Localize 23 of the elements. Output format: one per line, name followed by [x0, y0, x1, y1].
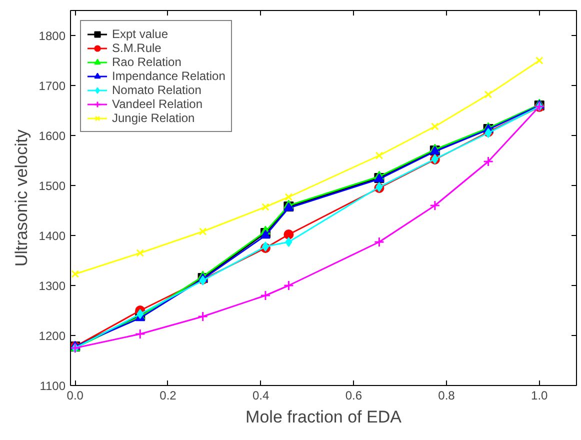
x-tick-label: 0.6: [345, 388, 362, 402]
y-tick-label: 1800: [38, 29, 66, 43]
x-tick-label: 0.8: [438, 388, 456, 402]
y-tick-label: 1400: [38, 229, 66, 243]
x-tick-label: 0.2: [160, 388, 177, 402]
legend-label: Rao Relation: [112, 55, 182, 69]
y-tick-label: 1300: [38, 279, 66, 293]
x-tick-label: 1.0: [531, 388, 548, 402]
y-tick-label: 1700: [38, 79, 66, 93]
legend-label: Jungie Relation: [112, 111, 195, 125]
y-axis-title: Ultrasonic velocity: [12, 129, 31, 266]
legend-label: Expt value: [112, 27, 168, 41]
legend-label: Nomato Relation: [112, 83, 202, 97]
legend-label: Impendance Relation: [112, 69, 226, 83]
legend-label: Vandeel Relation: [112, 97, 203, 111]
legend-label: S.M.Rule: [112, 41, 162, 55]
x-tick-label: 0.4: [252, 388, 270, 402]
x-tick-label: 0.0: [66, 388, 84, 402]
y-tick-label: 1200: [38, 329, 66, 343]
x-axis-title: Mole fraction of EDA: [246, 408, 402, 426]
y-tick-label: 1100: [40, 379, 66, 393]
y-tick-label: 1500: [38, 179, 66, 193]
y-tick-label: 1600: [38, 129, 66, 143]
